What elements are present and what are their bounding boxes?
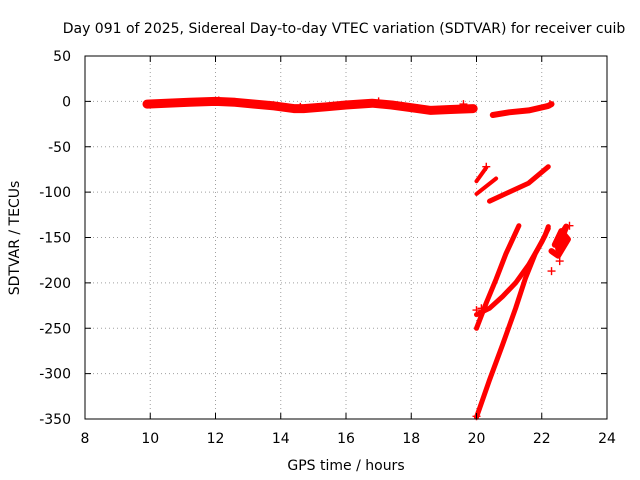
x-tick-label: 22 (533, 431, 551, 447)
plot-frame (84, 55, 608, 420)
x-tick-label: 24 (598, 431, 616, 447)
chart-title: Day 091 of 2025, Sidereal Day-to-day VTE… (63, 21, 626, 37)
y-tick-label: -150 (39, 231, 71, 247)
series-short-1 (474, 165, 489, 184)
data-point-marker (214, 96, 223, 105)
y-tick-label: -200 (39, 276, 71, 292)
x-tick-label: 16 (337, 431, 355, 447)
x-tick-label: 12 (207, 431, 225, 447)
y-tick-label: -300 (39, 367, 71, 383)
data-point-marker (555, 257, 564, 266)
series-band-main (142, 96, 478, 115)
series-band-tail (489, 101, 555, 118)
y-tick-label: -50 (48, 140, 71, 156)
series-cluster (548, 223, 571, 259)
data-point-marker (472, 306, 481, 315)
data-point-marker (374, 97, 383, 106)
y-tick-label: -250 (39, 321, 71, 337)
series-short-2 (474, 176, 499, 196)
data-point-marker (477, 304, 486, 313)
y-tick-label: 0 (62, 94, 71, 110)
data-layer (142, 96, 574, 421)
series-ramp-steep (474, 224, 551, 420)
x-tick-label: 18 (402, 431, 420, 447)
y-tick-label: -100 (39, 185, 71, 201)
x-axis-title: GPS time / hours (287, 458, 404, 474)
data-point-marker (459, 100, 468, 109)
tick-layer: 8 10 12 14 16 18 20 22 24 50 0 -50 -100 -150 -200 -250 -… (39, 49, 616, 447)
x-tick-label: 10 (141, 431, 159, 447)
data-point-marker (547, 267, 556, 276)
y-tick-label: 50 (53, 49, 71, 65)
y-tick-label: -350 (39, 412, 71, 428)
x-tick-label: 8 (81, 431, 90, 447)
series-ramp-mid (474, 225, 551, 318)
series-arc-upper (487, 164, 551, 204)
data-point-marker (482, 162, 491, 171)
data-point-marker (565, 221, 574, 230)
data-point-marker (296, 102, 305, 111)
x-tick-label: 14 (272, 431, 290, 447)
y-axis-title: SDTVAR / TECUs (7, 181, 23, 296)
x-tick-label: 20 (468, 431, 486, 447)
data-point-marker (545, 100, 554, 109)
